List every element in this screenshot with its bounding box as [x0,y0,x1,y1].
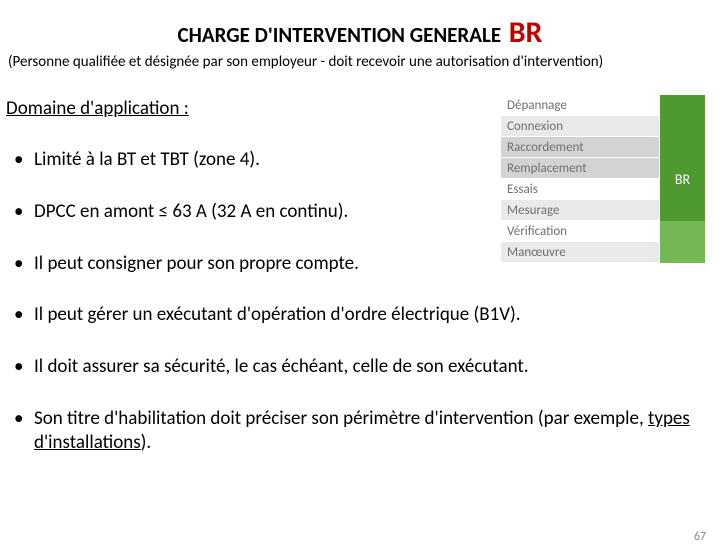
title-suffix: BR [509,14,543,51]
page-number: 67 [694,530,706,544]
diagram-green-label: BR [675,171,690,188]
bullet-item: Il peut gérer un exécutant d'opération d… [0,303,700,327]
br-diagram: Dépannage Connexion Raccordement Remplac… [500,94,706,268]
title-row: CHARGE D'INTERVENTION GENERALE BR [0,14,720,51]
diagram-label-column: Dépannage Connexion Raccordement Remplac… [501,95,661,263]
diagram-row: Vérification [501,221,661,242]
title-main: CHARGE D'INTERVENTION GENERALE [178,22,502,48]
diagram-row: Manœuvre [501,242,661,263]
diagram-row: Dépannage [501,95,661,116]
diagram-row: Mesurage [501,200,661,221]
bullet-item: Il doit assurer sa sécurité, le cas éché… [0,355,700,379]
bullet-item-text: Son titre d'habilitation doit préciser s… [34,407,690,454]
subtitle: (Personne qualifiée et désignée par son … [0,53,720,71]
diagram-row: Raccordement [501,137,661,158]
diagram-row: Remplacement [501,158,661,179]
diagram-row: Essais [501,179,661,200]
diagram-row: Connexion [501,116,661,137]
diagram-green-column: BR [659,95,705,263]
bullet-item: Son titre d'habilitation doit préciser s… [0,407,700,455]
